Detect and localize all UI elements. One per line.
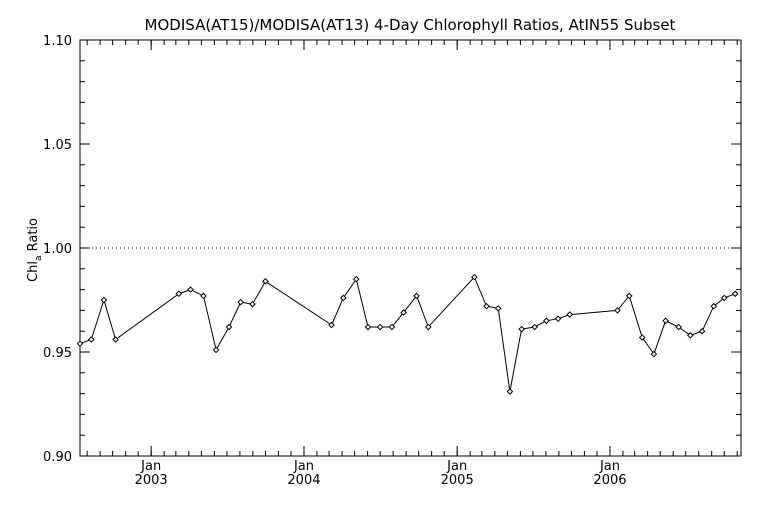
- data-point-marker: [112, 336, 119, 343]
- x-tick-year-label: 2006: [593, 473, 626, 488]
- data-point-marker: [76, 340, 84, 347]
- data-point-marker: [720, 294, 728, 302]
- x-tick-month-label: Jan: [446, 459, 467, 474]
- y-tick-label: 1.05: [43, 138, 72, 153]
- y-axis-label-suffix: Ratio: [26, 218, 41, 251]
- data-point-marker: [687, 332, 694, 339]
- data-point-marker: [638, 334, 646, 341]
- data-point-marker: [518, 325, 525, 333]
- data-point-marker: [212, 346, 220, 354]
- data-point-marker: [566, 311, 574, 318]
- minor-ticks: [80, 39, 741, 457]
- data-point-marker: [340, 294, 347, 302]
- data-point-marker: [424, 323, 432, 331]
- data-point-marker: [483, 302, 490, 310]
- y-axis-label-subscript: a: [34, 256, 44, 262]
- y-tick-label: 1.10: [43, 34, 72, 49]
- data-point-marker: [625, 292, 633, 300]
- data-point-marker: [328, 321, 335, 329]
- y-tick-label: 1.00: [43, 242, 72, 257]
- x-tick-year-label: 2005: [441, 473, 474, 488]
- plot-frame: [79, 39, 742, 457]
- y-tick-label: 0.90: [43, 450, 72, 465]
- x-tick-month-label: Jan: [293, 459, 314, 474]
- data-point-marker: [262, 277, 269, 285]
- data-point-marker: [554, 315, 562, 323]
- svg-text:Chla Ratio: Chla Ratio: [26, 218, 44, 282]
- data-point-marker: [650, 350, 658, 358]
- data-point-marker: [471, 273, 478, 281]
- data-point-marker: [352, 275, 360, 283]
- data-point-marker: [413, 292, 420, 300]
- data-point-marker: [87, 336, 95, 343]
- data-point-marker: [731, 290, 739, 298]
- x-tick-year-label: 2004: [287, 473, 320, 488]
- data-point-marker: [614, 307, 621, 314]
- data-point-marker: [376, 323, 384, 331]
- y-axis-label: Chla Ratio: [26, 218, 44, 282]
- data-point-marker: [400, 309, 407, 316]
- data-point-marker: [506, 388, 514, 395]
- data-point-marker: [175, 290, 183, 298]
- data-point-marker: [494, 305, 502, 312]
- data-point-marker: [187, 286, 194, 293]
- chart-title: MODISA(AT15)/MODISA(AT13) 4-Day Chloroph…: [145, 16, 676, 34]
- data-point-marker: [100, 296, 108, 304]
- data-point-marker: [698, 327, 706, 335]
- y-tick-label: 0.95: [43, 346, 72, 361]
- data-point-marker: [710, 302, 718, 310]
- data-point-marker: [225, 323, 233, 331]
- x-tick-month-label: Jan: [140, 459, 161, 474]
- data-point-marker: [237, 298, 245, 306]
- data-point-marker: [662, 317, 669, 325]
- data-point-marker: [364, 323, 372, 331]
- data-point-marker: [531, 323, 538, 331]
- y-ticks: 0.90 0.95 1.00 1.05 1.10: [43, 34, 741, 465]
- data-point-marker: [388, 323, 396, 331]
- data-point-marker: [249, 300, 256, 308]
- x-tick-year-label: 2003: [135, 473, 168, 488]
- data-point-marker: [675, 323, 682, 331]
- y-axis-label-base: Chl: [26, 261, 41, 282]
- series-ratio: [76, 273, 739, 395]
- x-tick-month-label: Jan: [599, 459, 620, 474]
- data-point-marker: [200, 292, 207, 300]
- data-point-marker: [543, 317, 550, 325]
